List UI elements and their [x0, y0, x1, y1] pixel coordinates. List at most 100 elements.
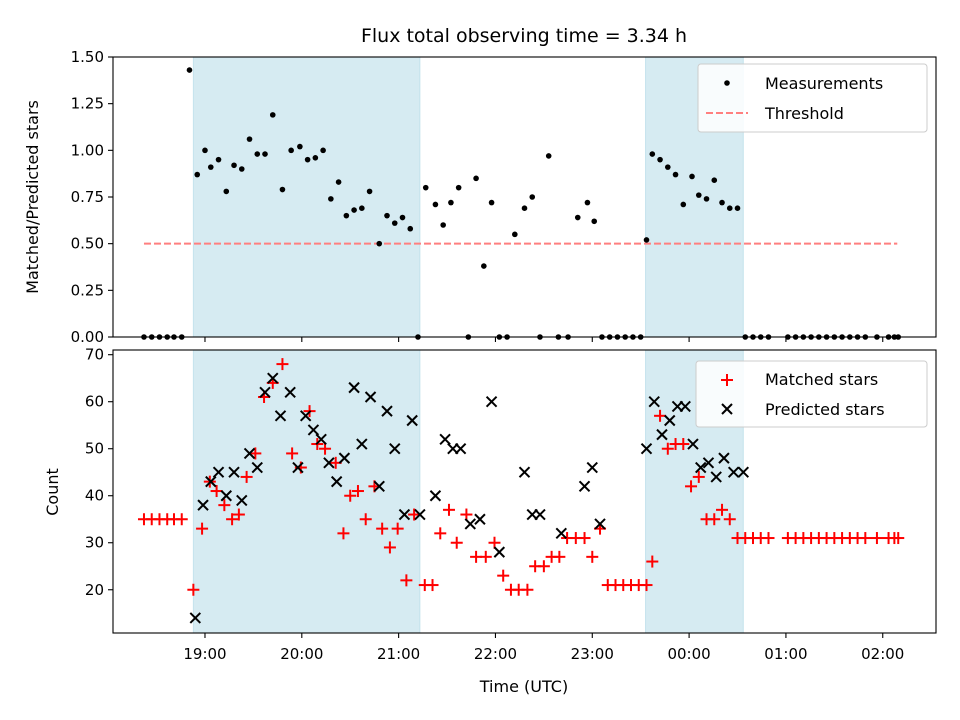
- count-x-tick-label: 02:00: [861, 645, 904, 663]
- ratio-measurements-point: [384, 212, 390, 219]
- count-matched-stars-point: [460, 508, 473, 521]
- ratio-measurements-point: [262, 151, 268, 157]
- ratio-measurements-point: [455, 184, 462, 191]
- count-predicted-stars-point: [586, 461, 598, 474]
- count-predicted-stars-point: [323, 457, 335, 469]
- count-predicted-stars-point: [464, 518, 476, 530]
- count-matched-stars-point: [408, 508, 421, 521]
- count-x-tick-label: 22:00: [474, 645, 517, 663]
- count-matched-stars-point: [383, 541, 396, 554]
- count-predicted-stars-point: [737, 466, 750, 478]
- count-matched-stars-point: [537, 560, 550, 573]
- count-predicted-stars-point: [189, 612, 202, 624]
- ratio-measurements-point: [359, 205, 365, 211]
- ratio-measurements-point: [711, 177, 718, 183]
- matched-legend-label: Matched stars: [765, 370, 878, 389]
- count-matched-stars-point: [232, 508, 245, 521]
- ratio-shaded-interval-0: [192, 56, 421, 338]
- count-matched-stars-point: [426, 579, 439, 592]
- count-matched-stars-point: [692, 470, 705, 483]
- count-predicted-stars-point: [702, 457, 715, 469]
- count-legend: Matched stars Predicted stars: [695, 360, 928, 428]
- ratio-measurements-point: [689, 173, 695, 180]
- count-plot-frame: [112, 349, 937, 634]
- count-predicted-stars-point: [251, 461, 263, 474]
- ratio-measurements-point: [202, 147, 208, 154]
- count-matched-stars-point: [226, 513, 239, 526]
- count-predicted-stars-point: [236, 494, 248, 507]
- count-matched-stars-point: [218, 499, 231, 512]
- ratio-y-tick-label: 1.25: [71, 95, 104, 113]
- count-y-tick-label: 40: [85, 487, 104, 505]
- count-x-tick-label: 01:00: [764, 645, 807, 663]
- ratio-measurements-point: [391, 220, 398, 226]
- count-matched-stars-point: [488, 536, 501, 549]
- count-matched-stars-point: [716, 503, 729, 516]
- count-predicted-stars-point: [594, 518, 606, 530]
- threshold-legend-label: Threshold: [764, 104, 844, 123]
- count-shaded-intervals: [192, 349, 744, 634]
- count-points: [137, 358, 905, 624]
- ratio-measurements-point: [320, 147, 326, 154]
- ratio-measurements-point: [545, 153, 552, 159]
- count-predicted-stars-point: [555, 527, 568, 540]
- count-matched-stars-point: [521, 583, 534, 596]
- ratio-measurements-point: [643, 237, 650, 243]
- count-predicted-stars-point: [228, 466, 240, 478]
- ratio-measurements-point: [238, 166, 245, 172]
- count-predicted-stars-point: [406, 414, 418, 427]
- count-matched-stars-point: [685, 480, 698, 493]
- predicted-legend-marker: [721, 403, 733, 415]
- count-predicted-stars-point: [373, 480, 385, 493]
- count-predicted-stars-point: [243, 447, 256, 460]
- count-x-ticks: 19:00 20:00 21:00 22:00 23:00 00:00 01:00 02:00: [183, 633, 904, 663]
- ratio-x-ticks: [204, 337, 884, 342]
- count-legend-box: [695, 360, 928, 428]
- count-matched-stars-point: [708, 513, 721, 526]
- count-predicted-stars-point: [493, 546, 506, 558]
- ratio-measurements-point: [343, 212, 350, 219]
- count-predicted-stars-point: [429, 490, 442, 502]
- ratio-measurements-point: [488, 199, 495, 206]
- count-matched-stars-point: [249, 447, 262, 460]
- count-matched-stars-point: [640, 579, 653, 592]
- count-matched-stars-point: [677, 438, 690, 451]
- count-predicted-stars-point: [267, 372, 279, 384]
- count-matched-stars-point: [351, 485, 364, 498]
- ratio-y-axis-label: Matched/Predicted stars: [23, 100, 42, 294]
- count-matched-stars-point: [391, 522, 404, 535]
- count-predicted-stars-point: [299, 410, 312, 422]
- ratio-y-ticks: 0.00 0.25 0.50 0.75 1.00 1.25 1.50: [71, 48, 113, 346]
- ratio-measurements-point: [591, 218, 598, 225]
- ratio-measurements-point: [664, 164, 671, 170]
- ratio-measurements-point: [399, 214, 406, 221]
- count-predicted-stars-point: [640, 443, 653, 455]
- count-matched-stars-point: [276, 358, 289, 371]
- count-predicted-stars-point: [330, 475, 343, 488]
- ratio-measurements-point: [194, 171, 201, 178]
- ratio-measurements-point: [574, 214, 581, 221]
- count-matched-stars-point: [187, 583, 200, 596]
- count-matched-stars-point: [400, 574, 413, 587]
- ratio-measurements-point: [407, 225, 414, 232]
- count-y-tick-label: 20: [85, 581, 104, 599]
- ratio-measurements-point: [269, 112, 276, 118]
- count-predicted-stars-point: [348, 381, 360, 394]
- ratio-measurements-point: [734, 205, 741, 211]
- count-matched-stars-point: [344, 489, 357, 502]
- count-predicted-stars-point: [687, 438, 699, 450]
- ratio-y-tick-label: 0.00: [71, 328, 104, 346]
- ratio-measurements-point: [335, 179, 342, 185]
- ratio-y-tick-label: 0.75: [71, 188, 104, 206]
- count-shaded-interval-0: [192, 349, 421, 634]
- count-matched-stars-point: [661, 442, 674, 455]
- count-predicted-stars-point: [664, 414, 676, 427]
- count-x-tick-label: 21:00: [377, 645, 420, 663]
- count-matched-stars-point: [376, 522, 389, 535]
- count-predicted-stars-point: [454, 443, 467, 455]
- count-predicted-stars-point: [220, 490, 232, 502]
- ratio-measurements-point: [695, 192, 702, 198]
- ratio-measurements-point: [246, 136, 253, 142]
- ratio-measurements-point: [376, 240, 383, 247]
- ratio-y-tick-label: 0.50: [71, 235, 104, 253]
